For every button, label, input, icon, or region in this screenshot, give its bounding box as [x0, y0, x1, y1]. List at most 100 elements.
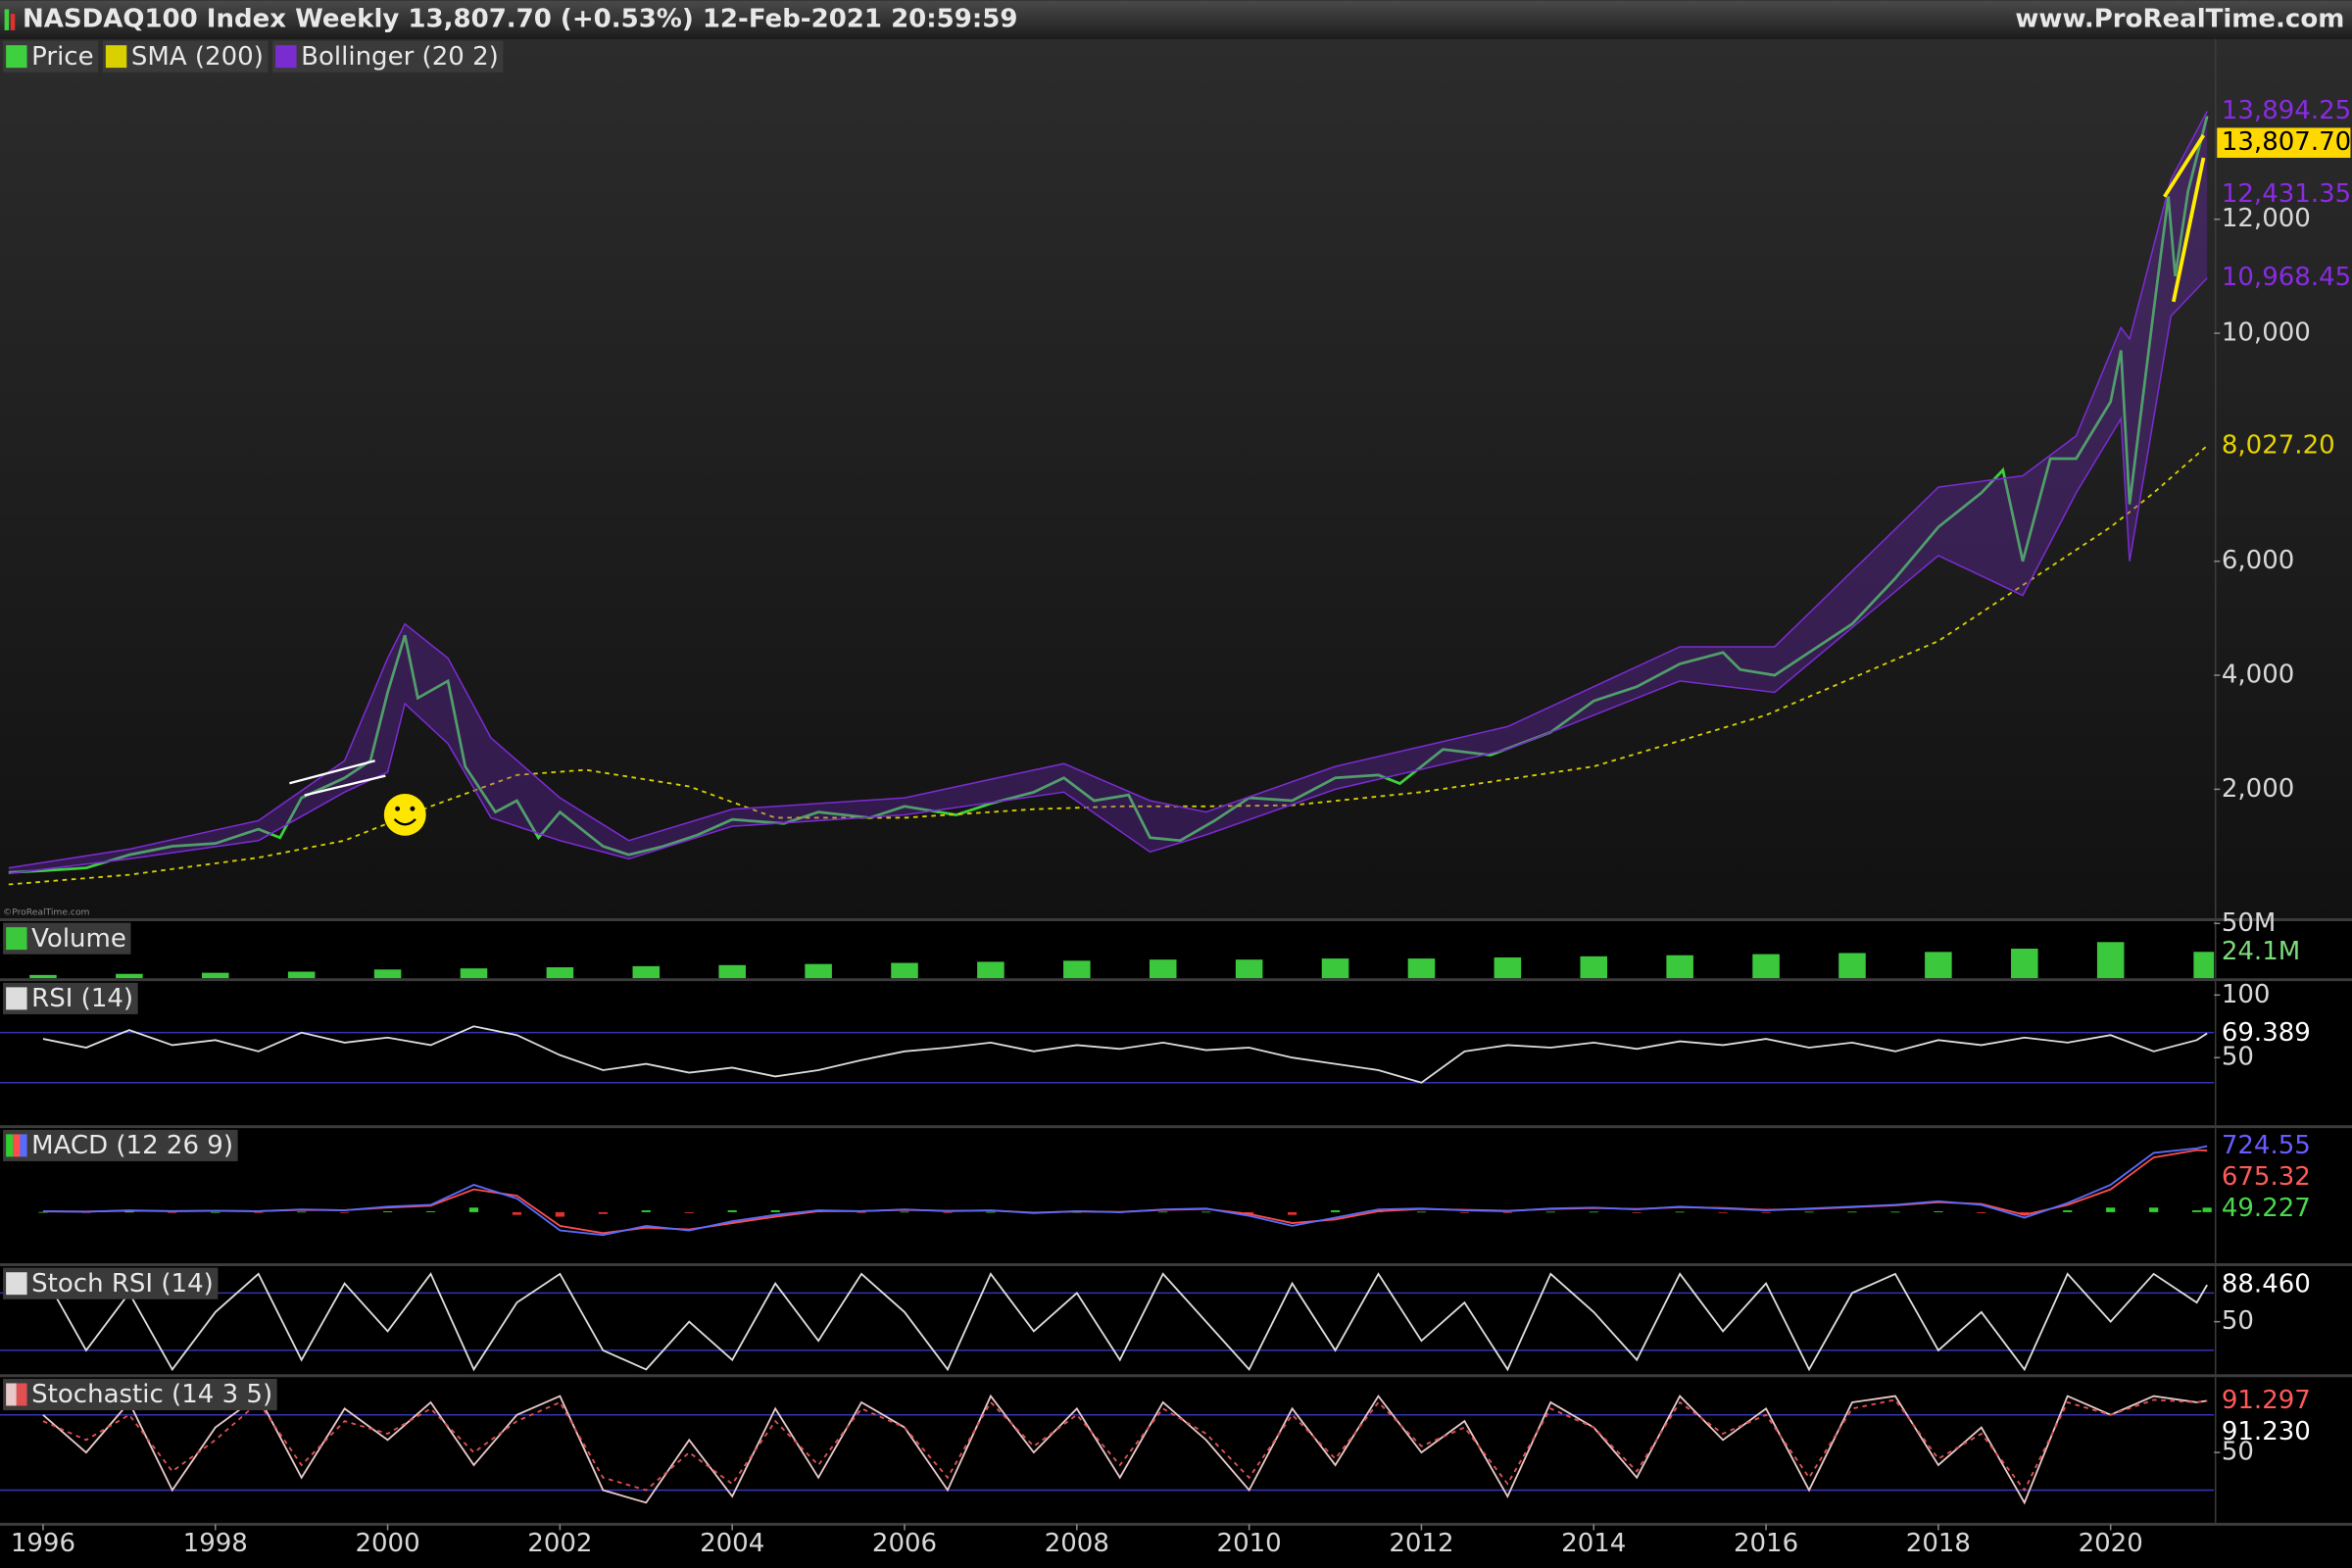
bar [1847, 1211, 1857, 1213]
panel-plot [0, 1394, 2215, 1505]
bar [1804, 1211, 1814, 1213]
last-value-label: 10,968.45 [2222, 263, 2351, 292]
x-tick-label: 2020 [2079, 1529, 2143, 1558]
bar [2193, 952, 2215, 979]
bar [1330, 1210, 1341, 1212]
x-tick-label: 1998 [183, 1529, 248, 1558]
bar [1287, 1211, 1298, 1215]
layers: 2,000 4,000 6,000 10,000 12,000 Price SMA (200… [0, 39, 2352, 1558]
trend-line [304, 774, 386, 797]
last-value-label: 13,807.70 [2222, 127, 2351, 157]
x-tick-label: 1996 [11, 1529, 75, 1558]
last-value-label: 69.389 [2222, 1018, 2311, 1048]
bar [641, 1210, 651, 1212]
legend-background [272, 40, 504, 73]
y-tick-label: 12,000 [2222, 204, 2311, 233]
bar [805, 963, 832, 979]
bar [1890, 1211, 1900, 1213]
bar [1416, 1211, 1427, 1213]
bar [512, 1211, 522, 1215]
bar [891, 962, 918, 979]
y-tick-label: 6,000 [2222, 546, 2294, 575]
last-value-label: 724.55 [2222, 1131, 2311, 1160]
bar [382, 1210, 393, 1212]
legend-swatch [20, 1134, 27, 1157]
last-value-label: 88.460 [2222, 1270, 2311, 1299]
series-line [42, 1025, 2208, 1084]
bar [124, 1211, 134, 1213]
legend-swatch [6, 927, 27, 951]
bar [2149, 1207, 2159, 1212]
smiley-mouth [393, 818, 416, 826]
legend-swatch [6, 987, 27, 1010]
bar [2202, 1207, 2212, 1212]
series-line [42, 1394, 2208, 1505]
series-line [42, 1145, 2208, 1237]
bar [1201, 1211, 1211, 1213]
bar [943, 1211, 953, 1213]
panel-plot [0, 1272, 2215, 1372]
bar [116, 973, 143, 979]
trend-line [2171, 157, 2206, 303]
header-icon [4, 9, 10, 30]
bar [201, 972, 229, 979]
bar [986, 1211, 996, 1213]
bar [297, 1211, 307, 1213]
bar [425, 1210, 436, 1212]
bar [1589, 1211, 1598, 1213]
bar [254, 1211, 264, 1213]
bar [1580, 956, 1608, 979]
x-tick-label: 2002 [527, 1529, 592, 1558]
bar [1752, 954, 1780, 979]
x-tick-label: 2016 [1734, 1529, 1798, 1558]
last-value-label: 49.227 [2222, 1194, 2311, 1223]
bar [2096, 942, 2125, 979]
legend-background [3, 1378, 277, 1411]
legend-label: RSI (14) [31, 984, 133, 1013]
last-value-label: 13,894.25 [2222, 96, 2351, 125]
legend-swatch [105, 45, 127, 69]
bar [38, 1211, 48, 1213]
x-tick-label: 2012 [1389, 1529, 1453, 1558]
panel-background [0, 1266, 2352, 1375]
bar [1407, 958, 1436, 979]
bar [2063, 1210, 2073, 1212]
y-tick-label: 2,000 [2222, 774, 2294, 804]
bar [1158, 1211, 1168, 1213]
header-bar [0, 0, 2352, 40]
bar [770, 1210, 780, 1212]
last-value-label: 8,027.20 [2222, 430, 2335, 460]
bar [2192, 1210, 2202, 1212]
bar [857, 1211, 866, 1213]
bar [373, 969, 402, 979]
legend-label: Volume [31, 924, 126, 954]
bar [2020, 1211, 2030, 1215]
bar [1666, 955, 1693, 979]
bar [1925, 952, 1952, 979]
bar [2106, 1207, 2116, 1212]
bar [727, 1210, 737, 1212]
legend-swatch [6, 1383, 17, 1406]
legend-label: MACD (12 26 9) [31, 1131, 233, 1160]
y-tick-label: 4,000 [2222, 661, 2294, 690]
legend-swatch [13, 1134, 21, 1157]
x-tick-label: 2004 [700, 1529, 764, 1558]
bollinger-band [8, 111, 2208, 874]
bar [1977, 1211, 1986, 1213]
x-tick-label: 2008 [1045, 1529, 1109, 1558]
series-line [42, 1272, 2208, 1372]
y-tick-label: 10,000 [2222, 318, 2311, 348]
legend-swatch [6, 1134, 14, 1157]
smiley [383, 793, 426, 836]
legend-label: Price [31, 42, 93, 72]
bar [1235, 959, 1263, 979]
y-tick-label: 50 [2222, 1306, 2254, 1336]
x-tick-label: 2014 [1561, 1529, 1626, 1558]
trend-line [2163, 133, 2206, 198]
bar [977, 961, 1004, 979]
bar [1675, 1211, 1685, 1213]
legend-background [102, 40, 269, 73]
y-tick-label: 100 [2222, 980, 2271, 1009]
